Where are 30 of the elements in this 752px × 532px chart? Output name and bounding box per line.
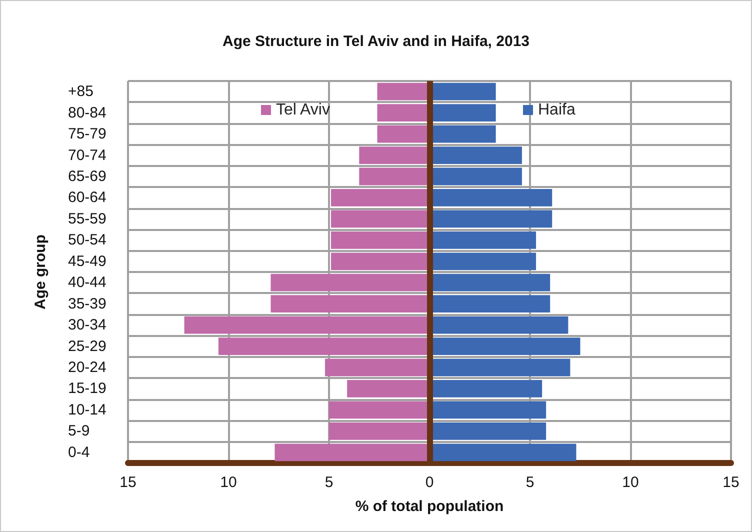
- x-tick-label: 15: [722, 474, 740, 491]
- y-tick-label: 5-9: [68, 422, 90, 440]
- y-tick-label: 75-79: [68, 126, 106, 143]
- y-tick-label: +85: [68, 83, 94, 100]
- x-tick-label: 10: [220, 474, 237, 491]
- y-tick-label: 35-39: [68, 295, 106, 312]
- y-tick-label: 30-34: [68, 316, 106, 334]
- y-tick-label: 25-29: [68, 338, 106, 355]
- x-tick-label: 5: [324, 474, 334, 491]
- x-tick-label: 10: [622, 474, 639, 491]
- x-tick-label: 15: [120, 474, 136, 491]
- y-tick-label: 50-54: [68, 232, 106, 249]
- legend-label: Haifa: [538, 102, 576, 118]
- y-tick-label: 10-14: [68, 401, 106, 418]
- x-axis-title: % of total population: [355, 498, 504, 515]
- x-tick-label: 0: [425, 474, 434, 491]
- legend-label: Tel Aviv: [276, 102, 330, 118]
- x-tick-label: 5: [526, 474, 534, 491]
- y-tick-label: 60-64: [68, 189, 106, 206]
- chart-title: Age Structure in Tel Aviv and in Haifa, 2013: [222, 33, 530, 50]
- y-tick-label: 55-59: [68, 210, 106, 228]
- y-tick-label: 45-49: [68, 252, 106, 270]
- y-tick-label: 70-74: [68, 146, 106, 164]
- y-tick-label: 0-4: [68, 444, 90, 461]
- y-tick-label: 20-24: [68, 359, 106, 376]
- y-tick-label: 65-69: [68, 168, 106, 185]
- y-tick-label: 40-44: [68, 274, 106, 292]
- y-tick-label: 80-84: [68, 104, 106, 122]
- y-tick-label: 15-19: [68, 380, 106, 398]
- y-axis-title: Age group: [32, 234, 49, 310]
